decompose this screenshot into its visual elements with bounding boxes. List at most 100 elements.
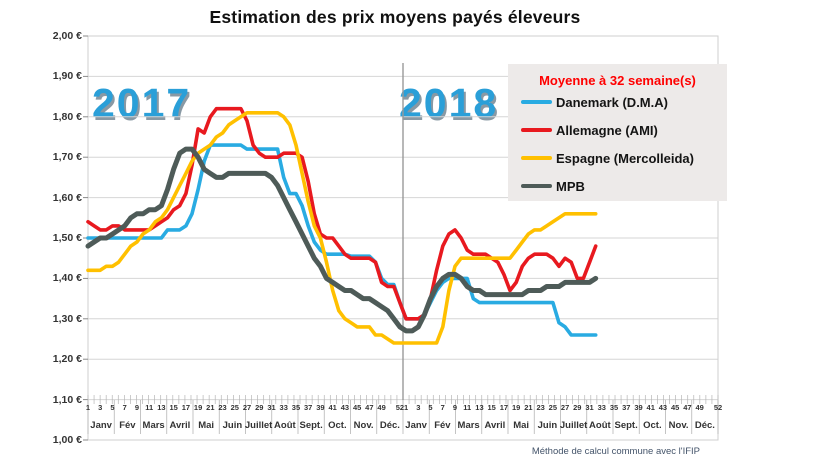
month-label: Août xyxy=(589,420,611,431)
month-label: Août xyxy=(274,420,296,431)
legend-item: MPB xyxy=(508,172,727,200)
month-label: Oct. xyxy=(643,420,662,431)
legend-swatch-icon xyxy=(521,184,552,188)
week-tick-label: 5 xyxy=(110,403,115,412)
y-tick-label: 1,40 € xyxy=(52,272,82,285)
y-tick-label: 1,60 € xyxy=(52,191,82,204)
y-tick-label: 1,70 € xyxy=(52,151,82,164)
week-tick-label: 7 xyxy=(122,403,127,412)
week-tick-label: 31 xyxy=(267,403,276,412)
week-tick-label: 3 xyxy=(98,403,103,412)
week-tick-label: 35 xyxy=(291,403,301,412)
month-label: Avril xyxy=(484,420,506,431)
week-tick-label: 45 xyxy=(671,403,680,412)
month-label: Déc. xyxy=(379,420,400,431)
series-line-allemagne-ami xyxy=(86,106,598,321)
week-tick-label: 5 xyxy=(428,403,433,412)
legend-item-label: MPB xyxy=(556,178,585,194)
month-label: Avril xyxy=(169,420,191,431)
week-tick-label: 49 xyxy=(695,403,704,412)
week-tick-label: 35 xyxy=(609,403,619,412)
legend-title: Moyenne à 32 semaine(s) xyxy=(539,73,696,88)
series-line-espagne-mercolleida xyxy=(86,111,598,345)
week-tick-label: 23 xyxy=(218,403,227,412)
week-tick-label: 37 xyxy=(304,403,313,412)
week-tick-label: 49 xyxy=(377,403,386,412)
week-tick-label: 43 xyxy=(658,403,668,412)
week-tick-label: 43 xyxy=(340,403,350,412)
y-tick-label: 1,90 € xyxy=(52,70,82,83)
month-label: Nov. xyxy=(353,420,374,431)
series-line-danemark-d-m-a xyxy=(86,143,598,337)
week-tick-label: 41 xyxy=(646,403,655,412)
week-tick-label: 52 xyxy=(713,403,723,412)
month-label: Oct. xyxy=(328,420,347,431)
y-tick-label: 1,80 € xyxy=(52,110,82,123)
y-tick-label: 1,00 € xyxy=(52,434,82,446)
month-label: Déc. xyxy=(694,420,715,431)
year-label-2017: 2017 xyxy=(92,80,192,126)
month-label: Mars xyxy=(142,420,165,431)
week-tick-label: 29 xyxy=(255,403,264,412)
month-label: Juin xyxy=(222,420,243,431)
month-label: Sept. xyxy=(614,420,638,431)
legend-item: Espagne (Mercolleida) xyxy=(508,144,727,172)
legend-swatch-icon xyxy=(521,156,552,160)
week-tick-label: 21 xyxy=(524,403,533,412)
y-tick-label: 1,10 € xyxy=(52,393,82,406)
week-tick-label: 11 xyxy=(463,403,472,412)
month-label: Sept. xyxy=(299,420,323,431)
footer-note: Méthode de calcul commune avec l'IFIP xyxy=(531,446,700,457)
month-label: Fév xyxy=(434,420,451,431)
week-tick-label: 47 xyxy=(365,403,374,412)
month-label: Mai xyxy=(198,420,215,431)
week-tick-label: 47 xyxy=(683,403,692,412)
month-label: Juin xyxy=(537,420,558,431)
month-label: Mai xyxy=(513,420,530,431)
week-tick-label: 21 xyxy=(206,403,215,412)
month-label: Nov. xyxy=(668,420,689,431)
week-tick-label: 31 xyxy=(585,403,594,412)
week-tick-label: 1 xyxy=(85,403,91,412)
month-label: Mars xyxy=(457,420,480,431)
week-tick-label: 37 xyxy=(622,403,631,412)
week-tick-label: 23 xyxy=(536,403,545,412)
year-label-2018: 2018 xyxy=(399,80,499,126)
week-tick-label: 15 xyxy=(169,403,178,412)
month-label: Janv xyxy=(405,420,427,431)
y-tick-label: 1,20 € xyxy=(52,353,82,366)
week-tick-label: 13 xyxy=(475,403,484,412)
week-tick-label: 7 xyxy=(440,403,445,412)
month-label: Juillet xyxy=(244,420,273,431)
y-tick-label: 2,00 € xyxy=(52,30,82,42)
legend-swatch-icon xyxy=(521,128,552,132)
week-tick-label: 19 xyxy=(193,403,203,412)
y-tick-label: 1,30 € xyxy=(52,312,82,325)
week-tick-label: 27 xyxy=(560,403,570,412)
chart-title: Estimation des prix moyens payés éleveur… xyxy=(209,7,581,27)
week-tick-label: 29 xyxy=(573,403,582,412)
y-tick-label: 1,50 € xyxy=(52,232,82,244)
week-tick-label: 19 xyxy=(511,403,521,412)
week-tick-label: 25 xyxy=(548,403,558,412)
week-tick-label: 27 xyxy=(242,403,252,412)
week-tick-label: 15 xyxy=(487,403,496,412)
week-tick-label: 1 xyxy=(403,403,409,412)
month-label: Janv xyxy=(90,420,112,431)
week-tick-label: 3 xyxy=(416,403,421,412)
legend-item-label: Danemark (D.M.A) xyxy=(556,94,668,110)
week-tick-label: 33 xyxy=(597,403,606,412)
legend-items: Danemark (D.M.A) Allemagne (AMI) Espagne (… xyxy=(508,88,727,200)
week-tick-label: 17 xyxy=(181,403,191,412)
legend-item: Allemagne (AMI) xyxy=(508,116,727,144)
week-tick-label: 39 xyxy=(316,403,325,412)
week-tick-label: 52 xyxy=(395,403,405,412)
legend-item: Danemark (D.M.A) xyxy=(508,88,727,116)
week-tick-label: 11 xyxy=(145,403,154,412)
week-tick-label: 9 xyxy=(134,403,139,412)
week-tick-label: 9 xyxy=(452,403,458,412)
legend-swatch-icon xyxy=(521,100,552,104)
legend: Moyenne à 32 semaine(s) Danemark (D.M.A)… xyxy=(508,64,727,201)
